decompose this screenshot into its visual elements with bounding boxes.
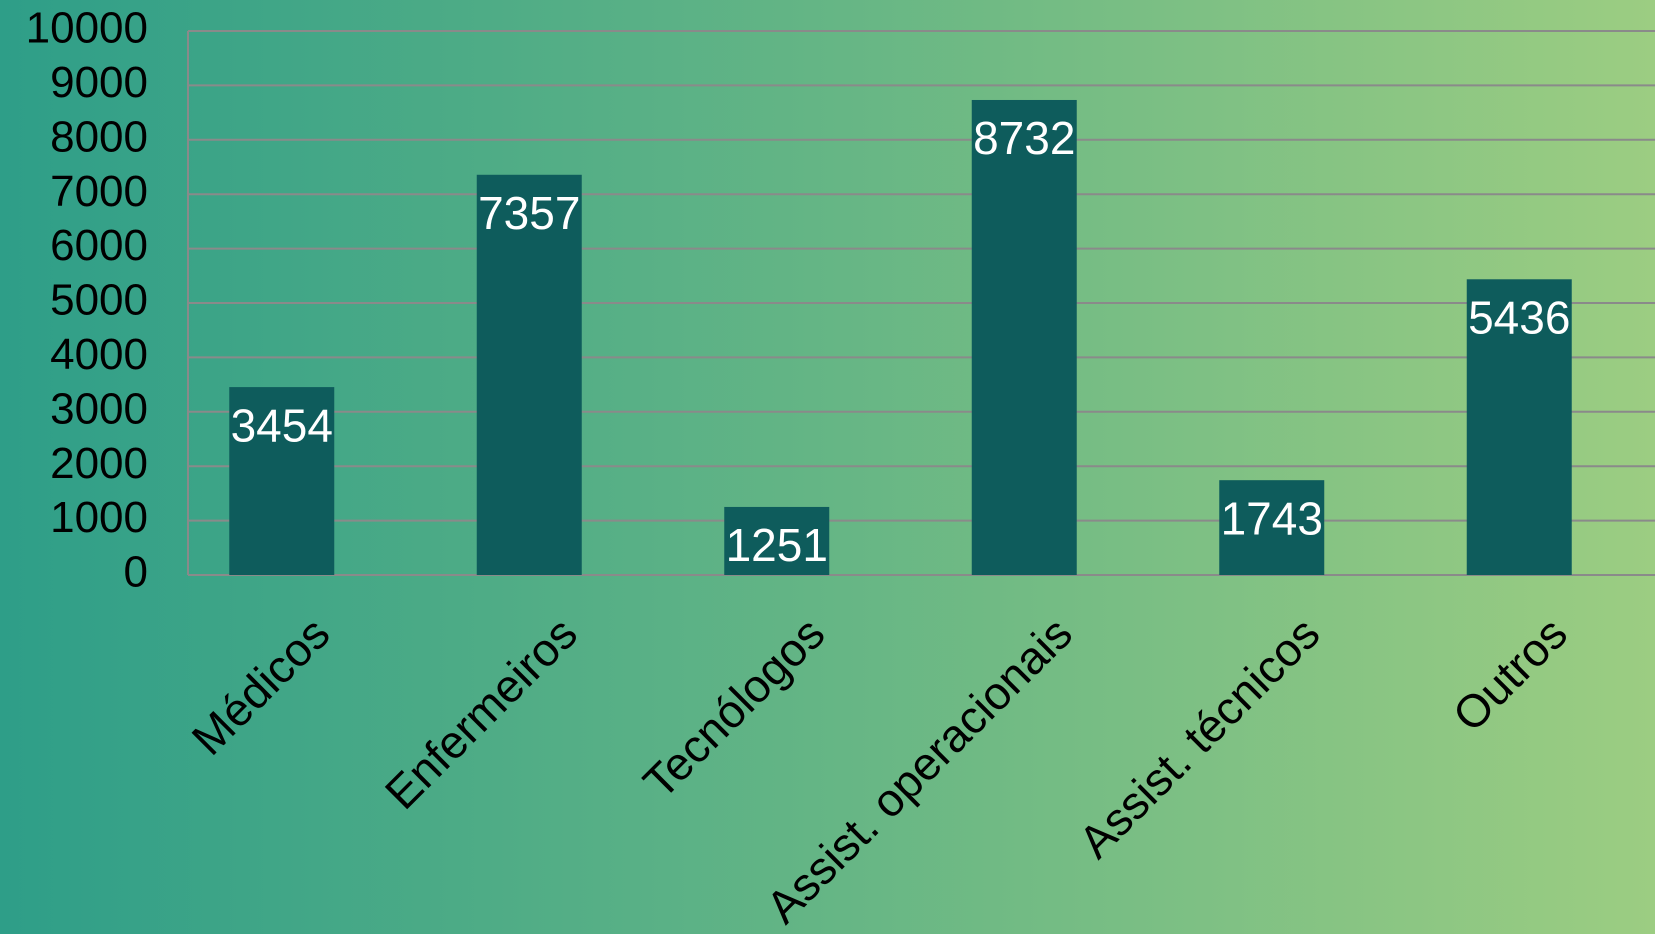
bar [1466,279,1572,575]
bar [971,99,1077,576]
bar [1219,480,1325,575]
y-tick-label: 1000 [50,493,148,542]
y-tick-label: 6000 [50,221,148,270]
y-tick-label: 2000 [50,439,148,488]
data-label: 3454 [231,399,333,451]
data-label: 5436 [1468,291,1570,343]
y-tick-label: 5000 [50,276,148,325]
data-label: 7357 [478,187,580,239]
data-label: 1251 [726,519,828,571]
bar [229,387,335,575]
y-tick-label: 10000 [26,4,148,53]
bar [476,174,582,575]
y-tick-label: 8000 [50,112,148,161]
y-tick-label: 3000 [50,384,148,433]
y-tick-label: 0 [124,548,148,597]
data-label: 1743 [1221,492,1323,544]
y-tick-label: 7000 [50,167,148,216]
y-tick-label: 9000 [50,58,148,107]
data-label: 8732 [973,112,1075,164]
y-tick-label: 4000 [50,330,148,379]
bar [724,506,830,575]
